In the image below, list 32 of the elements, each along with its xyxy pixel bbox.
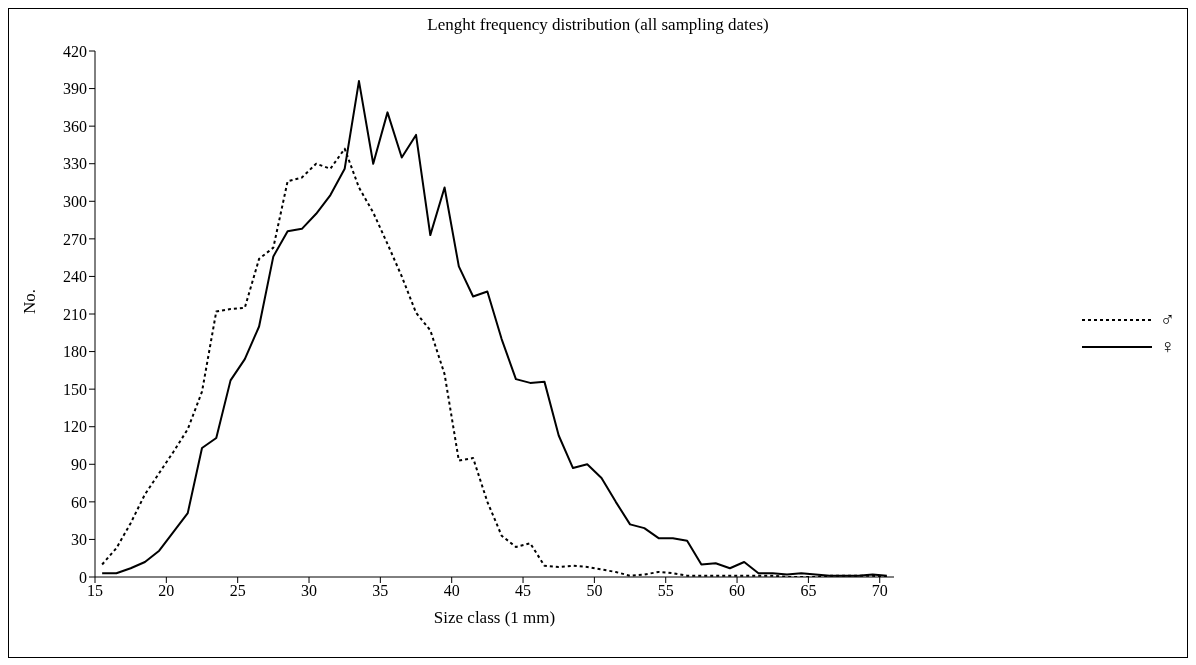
y-axis-title: No. bbox=[20, 288, 40, 314]
y-tick-label: 270 bbox=[63, 230, 87, 248]
y-tick-label: 30 bbox=[71, 531, 87, 549]
y-tick-label: 240 bbox=[63, 268, 87, 286]
chart-title: Lenght frequency distribution (all sampling dates) bbox=[426, 15, 770, 35]
x-tick-label: 55 bbox=[657, 582, 674, 600]
x-tick-label: 30 bbox=[301, 582, 318, 600]
y-tick-label: 300 bbox=[63, 192, 87, 210]
y-tick-label: 120 bbox=[63, 418, 87, 436]
x-tick-label: 20 bbox=[158, 582, 175, 600]
y-tick-label: 0 bbox=[79, 568, 87, 586]
x-tick-label: 25 bbox=[229, 582, 246, 600]
x-tick-label: 60 bbox=[729, 582, 746, 600]
y-tick-label: 420 bbox=[63, 42, 87, 60]
x-tick-label: 15 bbox=[87, 582, 103, 600]
y-tick-label: 330 bbox=[63, 155, 87, 173]
y-tick-label: 60 bbox=[71, 493, 87, 511]
y-tick-label: 180 bbox=[63, 343, 87, 361]
y-tick-label: 390 bbox=[63, 80, 87, 98]
y-tick-label: 150 bbox=[63, 380, 87, 398]
x-tick-label: 40 bbox=[443, 582, 460, 600]
y-tick-label: 210 bbox=[63, 305, 87, 323]
x-axis-title: Size class (1 mm) bbox=[433, 608, 556, 627]
y-tick-label: 360 bbox=[63, 117, 87, 135]
x-tick-label: 45 bbox=[515, 582, 532, 600]
x-tick-label: 70 bbox=[871, 582, 888, 600]
x-tick-label: 50 bbox=[586, 582, 603, 600]
y-tick-label: 90 bbox=[71, 455, 87, 473]
x-tick-label: 65 bbox=[800, 582, 817, 600]
legend-label: ♀ bbox=[1160, 335, 1175, 358]
x-tick-label: 35 bbox=[372, 582, 389, 600]
legend-label: ♂ bbox=[1160, 308, 1175, 331]
